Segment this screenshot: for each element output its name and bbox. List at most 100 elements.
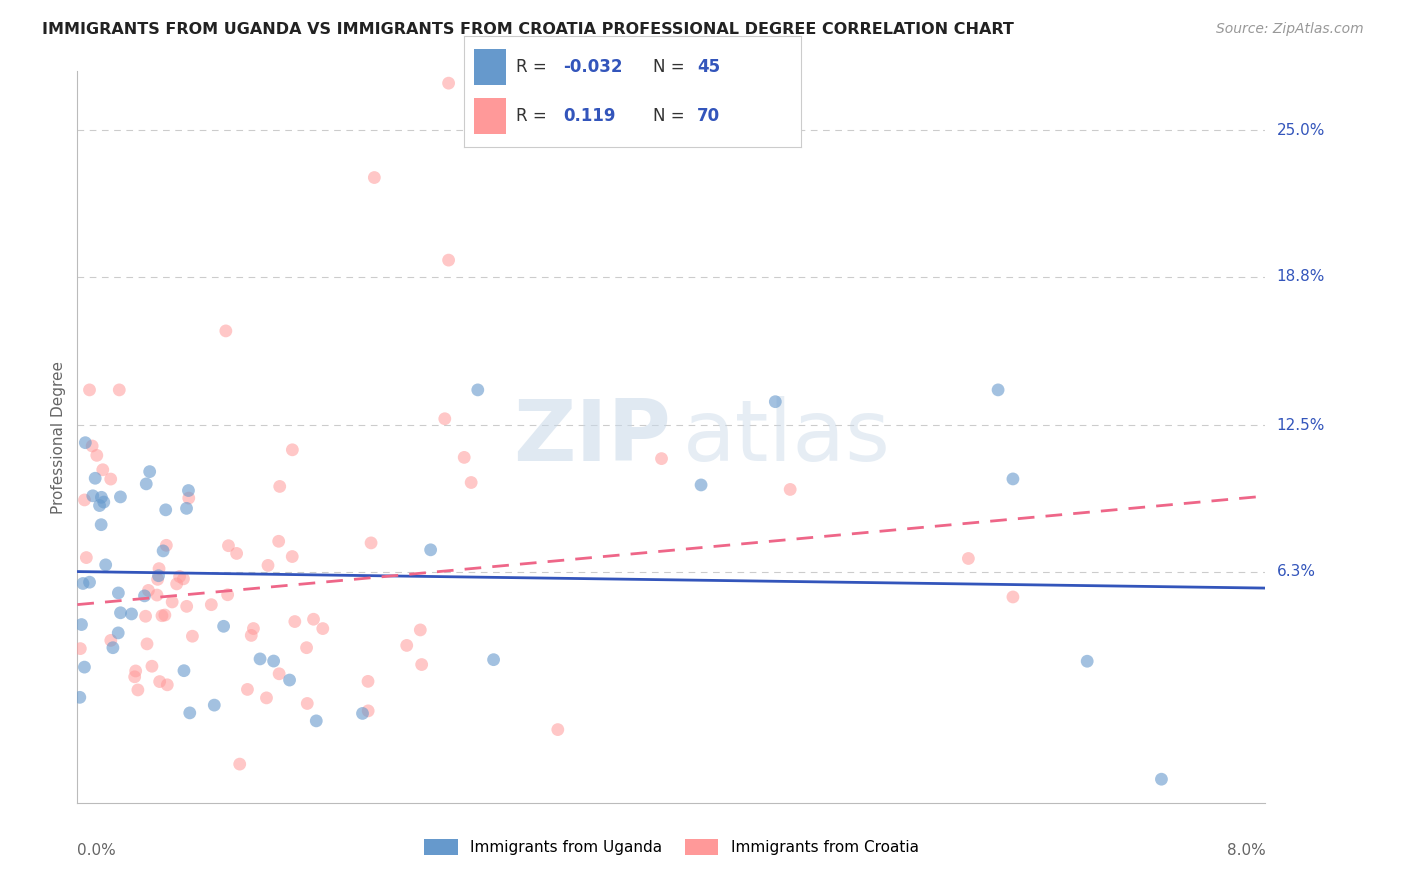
Point xyxy=(281,442,304,457)
Point xyxy=(1076,654,1098,668)
Point xyxy=(84,471,107,485)
Bar xyxy=(474,48,506,86)
Point xyxy=(278,673,301,687)
Text: 0.119: 0.119 xyxy=(564,107,616,125)
Point xyxy=(107,626,129,640)
Y-axis label: Professional Degree: Professional Degree xyxy=(51,360,66,514)
Point xyxy=(156,678,179,692)
Point xyxy=(135,476,157,491)
Point xyxy=(69,641,91,656)
Point xyxy=(437,253,460,268)
Point xyxy=(138,583,160,598)
Text: 12.5%: 12.5% xyxy=(1277,417,1324,433)
Point xyxy=(107,586,129,600)
Point xyxy=(295,640,318,655)
Point xyxy=(134,589,156,603)
Point xyxy=(94,558,117,572)
Point xyxy=(302,612,325,626)
Text: R =: R = xyxy=(516,107,553,125)
Point xyxy=(155,503,177,517)
Point xyxy=(108,383,131,397)
Point xyxy=(482,653,505,667)
Point xyxy=(86,448,108,462)
Point xyxy=(110,606,132,620)
Point xyxy=(284,615,307,629)
Point xyxy=(153,608,176,623)
Point xyxy=(249,652,271,666)
Text: 70: 70 xyxy=(697,107,720,125)
Point xyxy=(172,572,194,586)
Point xyxy=(763,394,786,409)
Point xyxy=(146,572,169,586)
Point xyxy=(267,534,290,549)
Text: 6.3%: 6.3% xyxy=(1277,564,1316,579)
Point xyxy=(93,495,115,509)
Text: IMMIGRANTS FROM UGANDA VS IMMIGRANTS FROM CROATIA PROFESSIONAL DEGREE CORRELATIO: IMMIGRANTS FROM UGANDA VS IMMIGRANTS FRO… xyxy=(42,22,1014,37)
Legend: Immigrants from Uganda, Immigrants from Croatia: Immigrants from Uganda, Immigrants from … xyxy=(418,833,925,861)
Point xyxy=(69,690,91,705)
Bar xyxy=(474,97,506,135)
Point xyxy=(79,383,101,397)
Point xyxy=(82,489,104,503)
Point xyxy=(176,501,198,516)
Point xyxy=(173,664,195,678)
Point xyxy=(155,538,177,552)
Point xyxy=(176,599,198,614)
Point xyxy=(177,491,200,505)
Point xyxy=(1001,472,1024,486)
Point xyxy=(437,76,460,90)
Point xyxy=(79,575,101,590)
Point xyxy=(148,561,170,575)
Point xyxy=(433,411,456,425)
Point xyxy=(363,170,385,185)
Text: N =: N = xyxy=(652,58,690,76)
Point xyxy=(110,490,132,504)
Point xyxy=(360,536,382,550)
Point xyxy=(217,539,239,553)
Text: 8.0%: 8.0% xyxy=(1226,843,1265,858)
Point xyxy=(357,704,380,718)
Text: 45: 45 xyxy=(697,58,720,76)
Text: -0.032: -0.032 xyxy=(564,58,623,76)
Point xyxy=(240,628,263,642)
Point xyxy=(217,588,239,602)
Point xyxy=(82,439,104,453)
Point xyxy=(395,639,418,653)
Point xyxy=(460,475,482,490)
Point xyxy=(101,640,124,655)
Point xyxy=(228,757,250,772)
Text: 18.8%: 18.8% xyxy=(1277,269,1324,285)
Point xyxy=(100,633,122,648)
Point xyxy=(357,674,380,689)
Point xyxy=(75,550,97,565)
Point xyxy=(136,637,159,651)
Point xyxy=(124,664,146,678)
Point xyxy=(150,608,173,623)
Point xyxy=(181,629,204,643)
Text: N =: N = xyxy=(652,107,690,125)
Point xyxy=(779,483,801,497)
Point xyxy=(75,435,97,450)
Point xyxy=(179,706,201,720)
Point xyxy=(242,622,264,636)
Point xyxy=(263,654,285,668)
Point xyxy=(90,517,112,532)
Point xyxy=(312,622,335,636)
Point xyxy=(70,617,93,632)
Point xyxy=(212,619,235,633)
Text: atlas: atlas xyxy=(683,395,891,479)
Point xyxy=(236,682,259,697)
Point xyxy=(202,698,225,712)
Point xyxy=(73,492,96,507)
Text: Source: ZipAtlas.com: Source: ZipAtlas.com xyxy=(1216,22,1364,37)
Point xyxy=(169,569,191,583)
Point xyxy=(352,706,374,721)
Text: ZIP: ZIP xyxy=(513,395,672,479)
Point xyxy=(409,623,432,637)
Point xyxy=(177,483,200,498)
Point xyxy=(124,670,146,684)
Point xyxy=(257,558,280,573)
Point xyxy=(225,546,247,560)
Point xyxy=(215,324,238,338)
Point xyxy=(467,383,489,397)
